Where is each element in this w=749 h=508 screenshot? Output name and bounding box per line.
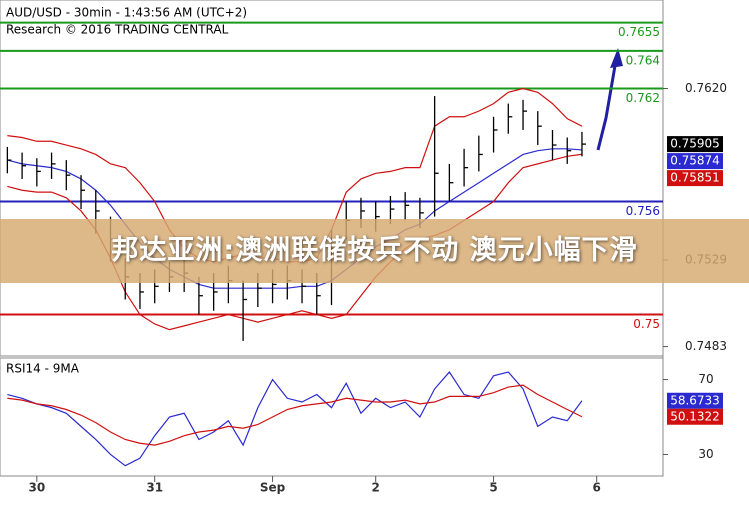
series-line (7, 384, 583, 446)
level-label: 0.75 (633, 317, 660, 331)
x-tick-label: 6 (593, 481, 601, 495)
x-tick-label: 31 (146, 481, 163, 495)
x-tick-label: 2 (372, 481, 380, 495)
level-label: 0.756 (626, 204, 660, 218)
y-tick-label: 0.7620 (685, 81, 727, 95)
y-tick-label: 30 (698, 447, 713, 461)
value-box-label: 0.75851 (670, 171, 720, 185)
value-box (667, 153, 723, 170)
series-line (7, 371, 583, 467)
x-tick-label: 30 (28, 481, 45, 495)
x-tick-label: Sep (260, 481, 286, 495)
level-label: 0.7655 (618, 25, 660, 39)
rsi-title: RSI14 - 9MA (6, 362, 80, 376)
series-line (7, 148, 583, 289)
value-box-label: 58.6733 (670, 393, 720, 407)
value-box (667, 392, 723, 409)
value-box-label: 50.1322 (670, 409, 720, 423)
x-tick-label: 5 (489, 481, 497, 495)
value-box-label: 0.75874 (670, 154, 720, 168)
chart-subtitle: Research © 2016 TRADING CENTRAL (6, 23, 229, 37)
value-box (667, 136, 723, 153)
value-box (667, 408, 723, 425)
y-tick-label: 70 (698, 372, 713, 386)
banner: 邦达亚洲:澳洲联储按兵不动 澳元小幅下滑 (0, 219, 749, 283)
rsi-panel (0, 357, 664, 477)
value-box-label: 0.75905 (670, 137, 720, 151)
forecast-arrow (596, 59, 618, 151)
level-label: 0.764 (626, 53, 660, 67)
level-label: 0.762 (626, 91, 660, 105)
value-box (667, 170, 723, 187)
chart-title: AUD/USD - 30min - 1:43:56 AM (UTC+2) (6, 6, 247, 20)
arrow-head (610, 48, 623, 68)
y-tick-label: 0.7483 (685, 339, 727, 353)
